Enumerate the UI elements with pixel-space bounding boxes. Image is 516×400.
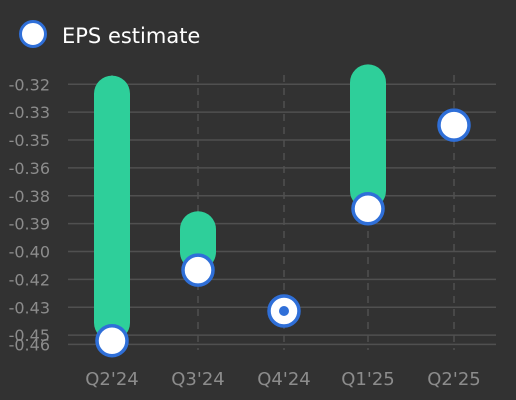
y-tick-label: -0.40 bbox=[9, 243, 50, 262]
legend-label-eps-estimate: EPS estimate bbox=[62, 24, 201, 48]
x-tick-label: Q4'24 bbox=[257, 369, 310, 390]
y-tick-label: -0.32 bbox=[9, 75, 50, 94]
y-tick-labels: -0.32 -0.33 -0.35 -0.36 -0.38 -0.39 -0.40 -0.42… bbox=[9, 75, 50, 354]
range-bar bbox=[180, 211, 216, 271]
legend-marker-eps-estimate bbox=[19, 20, 47, 48]
y-tick-label: -0.36 bbox=[9, 159, 50, 178]
range-bar bbox=[94, 75, 130, 341]
eps-estimate-marker bbox=[181, 253, 215, 287]
eps-estimate-marker bbox=[351, 192, 385, 226]
y-tick-label: -0.39 bbox=[9, 215, 50, 234]
x-tick-label: Q1'25 bbox=[341, 369, 394, 390]
x-tick-labels: Q2'24 Q3'24 Q4'24 Q1'25 Q2'25 bbox=[85, 369, 480, 390]
bars bbox=[94, 64, 386, 341]
eps-actual-marker bbox=[279, 305, 289, 316]
markers bbox=[95, 108, 471, 358]
range-bar bbox=[350, 64, 386, 209]
x-tick-label: Q2'24 bbox=[85, 369, 138, 390]
y-tick-label: -0.45 bbox=[9, 326, 50, 345]
x-tick-label: Q3'24 bbox=[171, 369, 224, 390]
x-tick-label: Q2'25 bbox=[427, 369, 480, 390]
eps-estimate-marker bbox=[95, 323, 129, 358]
y-tick-label: -0.43 bbox=[9, 298, 50, 317]
y-tick-label: -0.35 bbox=[9, 131, 50, 150]
y-tick-label: -0.46 bbox=[9, 335, 50, 354]
y-tick-label: -0.38 bbox=[9, 187, 50, 206]
y-tick-label: -0.42 bbox=[9, 270, 50, 289]
eps-estimate-marker bbox=[437, 108, 471, 142]
y-tick-label: -0.33 bbox=[9, 103, 50, 122]
